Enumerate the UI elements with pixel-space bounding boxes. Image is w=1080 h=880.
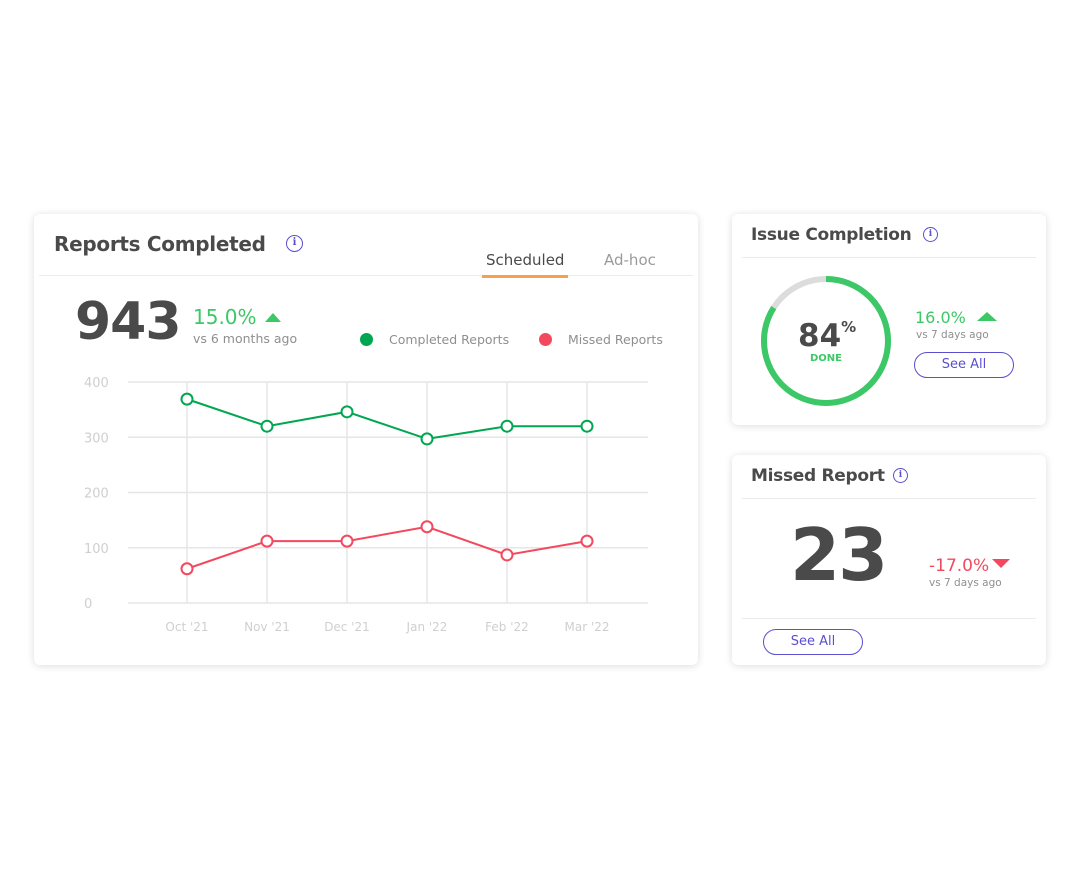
change-value: -17.0%: [929, 556, 1011, 576]
data-point: [180, 392, 194, 406]
change-percent: -17.0%: [929, 556, 990, 576]
data-point: [420, 520, 434, 534]
tab-scheduled[interactable]: Scheduled: [482, 251, 569, 278]
legend-completed: Completed Reports: [360, 332, 509, 347]
x-tick-label: Nov '21: [244, 620, 290, 634]
info-icon[interactable]: i: [893, 468, 908, 483]
arrow-up-icon: [976, 312, 997, 321]
legend-missed: Missed Reports: [539, 332, 663, 347]
data-point: [260, 419, 274, 433]
change-percent: 16.0%: [915, 308, 966, 327]
done-label: DONE: [810, 353, 843, 364]
legend-label: Completed Reports: [389, 332, 510, 347]
data-point: [340, 405, 354, 419]
series-line: [186, 398, 587, 440]
info-icon[interactable]: i: [286, 235, 303, 252]
y-tick-label: 200: [84, 487, 109, 502]
change-caption: vs 7 days ago: [916, 329, 989, 341]
info-icon[interactable]: i: [923, 227, 938, 242]
change-caption: vs 6 months ago: [193, 331, 298, 346]
total-count: 943: [75, 292, 182, 352]
x-tick-label: Oct '21: [165, 620, 208, 634]
percent-sign: %: [841, 318, 857, 336]
see-all-button[interactable]: See All: [763, 629, 863, 655]
card-title: Missed Report: [751, 466, 885, 486]
data-point: [500, 419, 514, 433]
x-tick-label: Feb '22: [485, 620, 529, 634]
legend-dot-icon: [360, 333, 373, 346]
data-point: [420, 432, 434, 446]
see-all-button[interactable]: See All: [914, 352, 1014, 378]
change-percent: 15.0%: [193, 305, 257, 329]
completion-ring: [761, 276, 891, 406]
x-tick-label: Jan '22: [406, 620, 448, 634]
issue-completion-card: Issue Completion i 84% DONE 16.0% vs 7 d…: [732, 214, 1046, 425]
line-chart: 0 100 200 300 400 Oct '21 Nov '21 Dec '21 Jan '2…: [84, 376, 648, 634]
series-line: [186, 525, 588, 570]
change-value: 15.0%: [193, 305, 281, 329]
divider: [742, 498, 1036, 499]
divider: [742, 618, 1036, 619]
change-caption: vs 7 days ago: [929, 577, 1002, 589]
x-tick-label: Dec '21: [324, 620, 370, 634]
card-title: Reports Completed: [54, 232, 266, 256]
divider: [742, 257, 1036, 258]
y-tick-label: 300: [84, 431, 109, 446]
divider: [39, 275, 693, 276]
x-tick-label: Mar '22: [564, 620, 609, 634]
arrow-down-icon: [992, 559, 1011, 568]
change-value: 16.0%: [915, 308, 997, 327]
ring-progress: [761, 276, 891, 406]
data-point: [500, 548, 514, 562]
y-tick-label: 400: [84, 376, 109, 391]
data-point: [580, 534, 594, 548]
missed-count: 23: [790, 513, 888, 597]
tab-ad-hoc[interactable]: Ad-hoc: [604, 251, 656, 269]
arrow-up-icon: [264, 313, 281, 322]
data-point: [260, 534, 274, 548]
y-tick-label: 0: [84, 597, 92, 612]
completion-percent: 84%: [798, 318, 856, 354]
data-point: [580, 419, 594, 433]
legend-dot-icon: [539, 333, 552, 346]
data-point: [180, 562, 194, 576]
reports-completed-card: Reports Completed i Scheduled Ad-hoc 943…: [34, 214, 698, 665]
percent-value: 84: [798, 318, 842, 354]
card-title: Issue Completion: [751, 225, 912, 245]
missed-report-card: Missed Report i 23 -17.0% vs 7 days ago …: [732, 455, 1046, 665]
y-tick-label: 100: [84, 542, 109, 557]
legend-label: Missed Reports: [568, 332, 663, 347]
data-point: [340, 534, 354, 548]
